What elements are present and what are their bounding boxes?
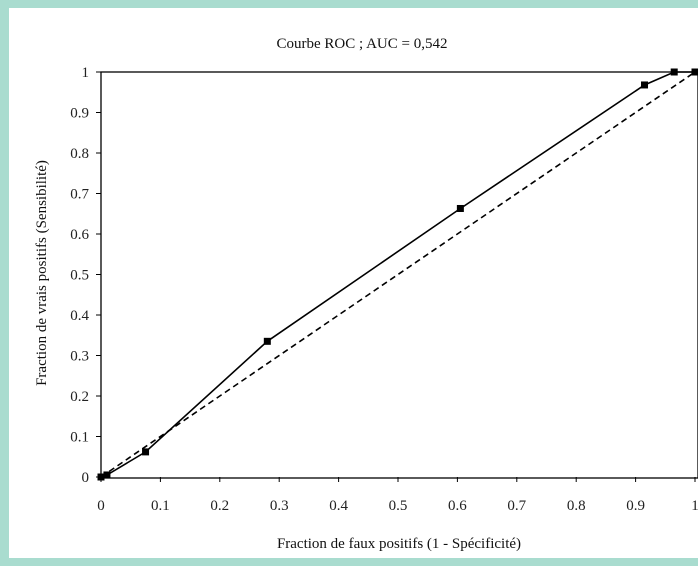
- series-layer: [97, 68, 698, 481]
- x-tick-label: 0.4: [329, 498, 348, 514]
- y-tick-label: 0.6: [70, 227, 89, 243]
- y-tick-label: 0: [82, 470, 90, 486]
- y-tick-label: 0.2: [70, 389, 89, 405]
- x-axis: 0 0.1 0.2 0.3 0.4 0.5 0.6 0.7 0.8 0.9 1: [97, 477, 698, 514]
- x-tick-label: 0.8: [567, 498, 586, 514]
- roc-curve-line: [100, 71, 695, 478]
- x-tick-label: 0.1: [151, 498, 170, 514]
- roc-point-marker: [641, 81, 649, 89]
- y-tick-label: 0.8: [70, 146, 89, 162]
- y-tick-label: 0.4: [70, 308, 89, 324]
- y-axis: 0 0.1 0.2 0.3 0.4 0.5 0.6 0.7 0.8 0.9 1: [70, 65, 101, 486]
- roc-point-marker: [263, 337, 271, 345]
- y-tick-label: 0.7: [70, 187, 89, 203]
- x-tick-label: 0.7: [507, 498, 526, 514]
- x-tick-label: 0.6: [448, 498, 467, 514]
- x-tick-label: 0: [97, 498, 105, 514]
- x-tick-label: 0.9: [626, 498, 645, 514]
- x-axis-title: Fraction de faux positifs (1 - Spécifici…: [277, 536, 521, 552]
- y-axis-title: Fraction de vrais positifs (Sensibilité): [34, 160, 50, 386]
- roc-point-marker: [142, 448, 150, 456]
- roc-point-marker: [670, 68, 678, 76]
- roc-point-marker: [691, 68, 698, 76]
- y-tick-label: 0.1: [70, 430, 89, 446]
- x-tick-label: 0.2: [210, 498, 229, 514]
- y-tick-label: 0.9: [70, 106, 89, 122]
- y-tick-label: 0.3: [70, 349, 89, 365]
- roc-chart: Courbe ROC ; AUC = 0,542 0 0.1 0.2 0.3 0.4 0.…: [34, 36, 698, 552]
- chart-title: Courbe ROC ; AUC = 0,542: [277, 36, 448, 52]
- x-tick-label: 0.3: [270, 498, 289, 514]
- roc-point-marker: [103, 471, 111, 479]
- x-tick-label: 1: [691, 498, 698, 514]
- roc-point-marker: [456, 204, 464, 212]
- diagonal-reference-line: [100, 71, 696, 478]
- plot-area-border: [100, 71, 698, 479]
- x-tick-label: 0.5: [389, 498, 408, 514]
- y-tick-label: 1: [82, 65, 90, 81]
- y-tick-label: 0.5: [70, 268, 89, 284]
- chart-panel: Courbe ROC ; AUC = 0,542 0 0.1 0.2 0.3 0.4 0.…: [9, 8, 698, 558]
